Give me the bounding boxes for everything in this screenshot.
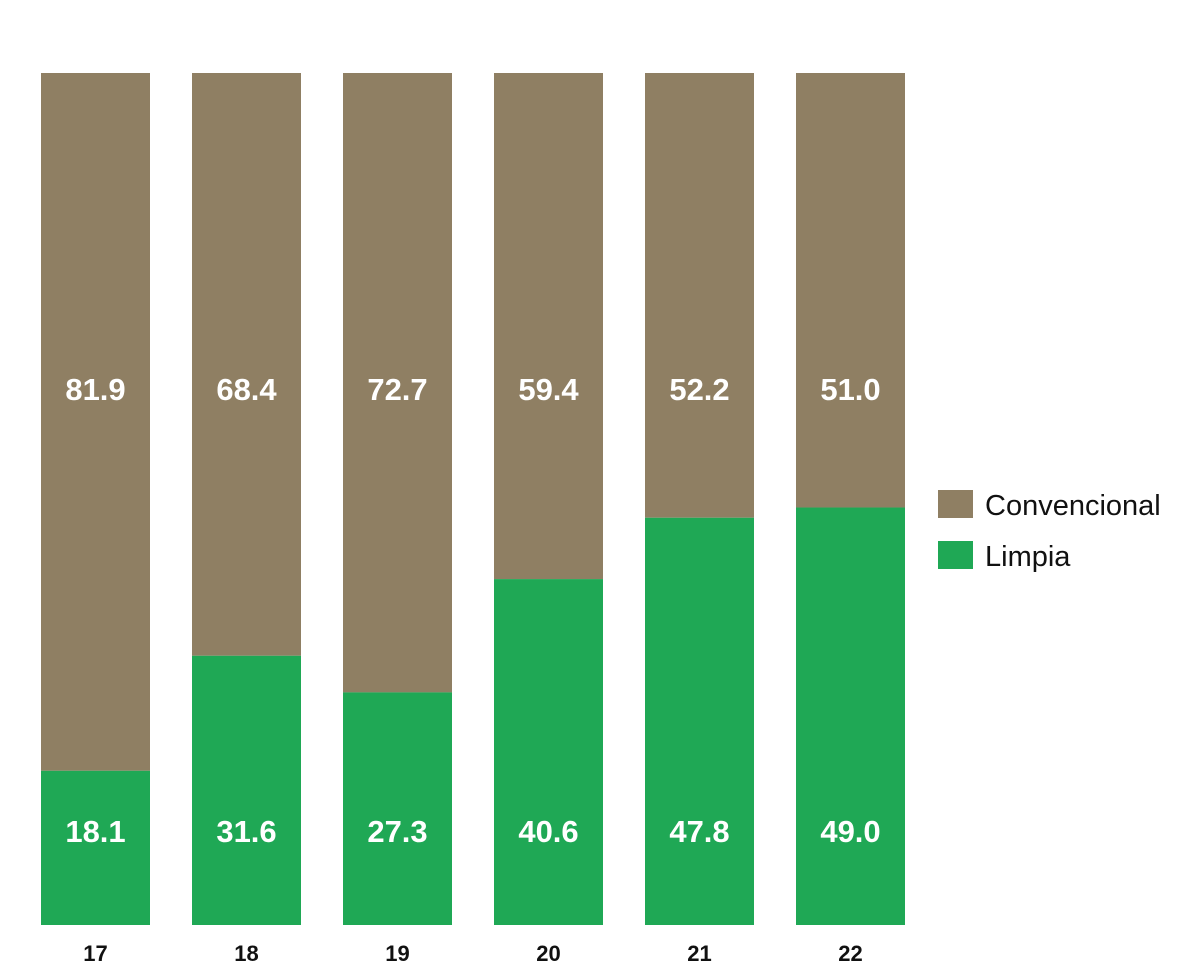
data-label-convencional: 59.4 bbox=[518, 372, 579, 407]
bar-convencional bbox=[343, 73, 452, 693]
legend-label-limpia: Limpia bbox=[985, 541, 1071, 573]
x-tick-label: 19 bbox=[385, 941, 409, 966]
data-label-limpia: 18.1 bbox=[65, 814, 125, 849]
data-label-limpia: 47.8 bbox=[669, 814, 729, 849]
bar-limpia bbox=[343, 692, 452, 925]
data-label-limpia: 40.6 bbox=[518, 814, 578, 849]
bar-limpia bbox=[796, 507, 905, 925]
bar-convencional bbox=[192, 73, 301, 656]
data-label-convencional: 81.9 bbox=[65, 372, 125, 407]
data-label-limpia: 27.3 bbox=[367, 814, 427, 849]
bar-limpia bbox=[645, 517, 754, 925]
bar-limpia bbox=[41, 770, 150, 925]
bar-convencional bbox=[796, 73, 905, 508]
bar-limpia bbox=[494, 579, 603, 925]
x-tick-label: 18 bbox=[234, 941, 258, 966]
bar-convencional bbox=[41, 73, 150, 771]
data-label-convencional: 72.7 bbox=[367, 372, 427, 407]
legend-swatch-limpia bbox=[938, 541, 973, 569]
x-tick-label: 21 bbox=[687, 941, 711, 966]
x-tick-label: 20 bbox=[536, 941, 560, 966]
bar-convencional bbox=[494, 73, 603, 580]
data-label-convencional: 51.0 bbox=[820, 372, 880, 407]
data-label-convencional: 68.4 bbox=[216, 372, 277, 407]
data-label-limpia: 49.0 bbox=[820, 814, 880, 849]
bar-convencional bbox=[645, 73, 754, 518]
data-label-convencional: 52.2 bbox=[669, 372, 729, 407]
data-label-limpia: 31.6 bbox=[216, 814, 276, 849]
x-tick-label: 17 bbox=[83, 941, 107, 966]
legend-label-convencional: Convencional bbox=[985, 490, 1161, 522]
x-tick-label: 22 bbox=[838, 941, 862, 966]
legend-swatch-convencional bbox=[938, 490, 973, 518]
bar-limpia bbox=[192, 655, 301, 925]
